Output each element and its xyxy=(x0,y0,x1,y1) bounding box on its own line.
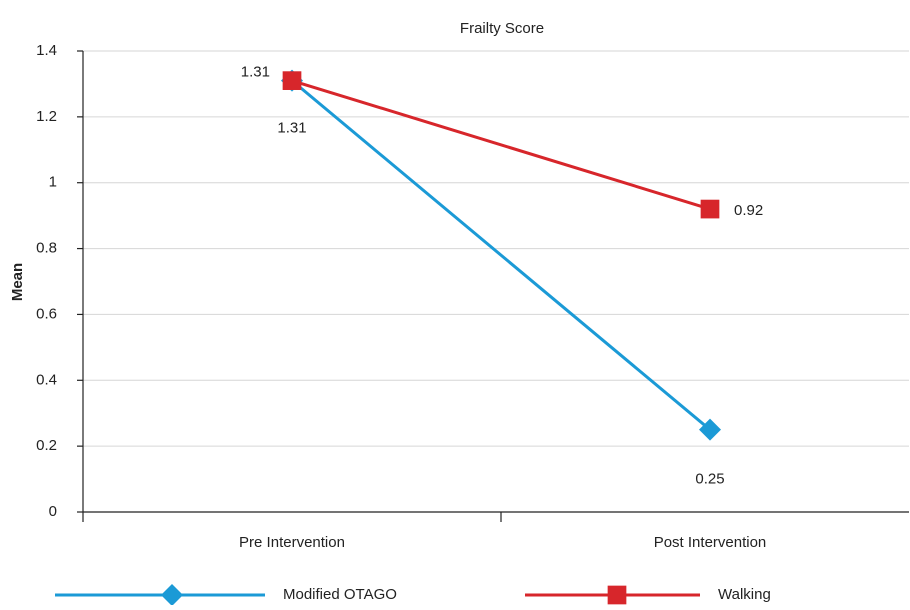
y-tick-label: 0 xyxy=(49,503,57,520)
series-line xyxy=(291,79,711,211)
chart-title: Frailty Score xyxy=(460,20,544,37)
data-label: 1.31 xyxy=(277,120,306,137)
data-label: 1.31 xyxy=(241,64,270,81)
y-tick-label: 1.2 xyxy=(36,108,57,125)
y-tick-label: 1 xyxy=(49,174,57,191)
data-point xyxy=(282,71,302,90)
data-label: 0.25 xyxy=(695,471,724,488)
data-point xyxy=(700,199,720,219)
legend-marker xyxy=(161,584,183,606)
y-tick-label: 0.2 xyxy=(36,437,57,454)
data-point xyxy=(699,418,721,441)
x-tick-label: Pre Intervention xyxy=(239,534,345,551)
y-tick-label: 0.8 xyxy=(36,240,57,257)
y-tick-label: 1.4 xyxy=(36,42,57,59)
series-line xyxy=(291,79,711,431)
y-axis-label: Mean xyxy=(9,263,26,301)
x-tick-label: Post Intervention xyxy=(654,534,767,551)
legend-label: Walking xyxy=(718,586,771,603)
legend-label: Modified OTAGO xyxy=(283,586,397,603)
legend-marker xyxy=(607,585,627,605)
data-label: 0.92 xyxy=(734,202,763,219)
y-tick-label: 0.4 xyxy=(36,371,57,388)
y-tick-label: 0.6 xyxy=(36,305,57,322)
